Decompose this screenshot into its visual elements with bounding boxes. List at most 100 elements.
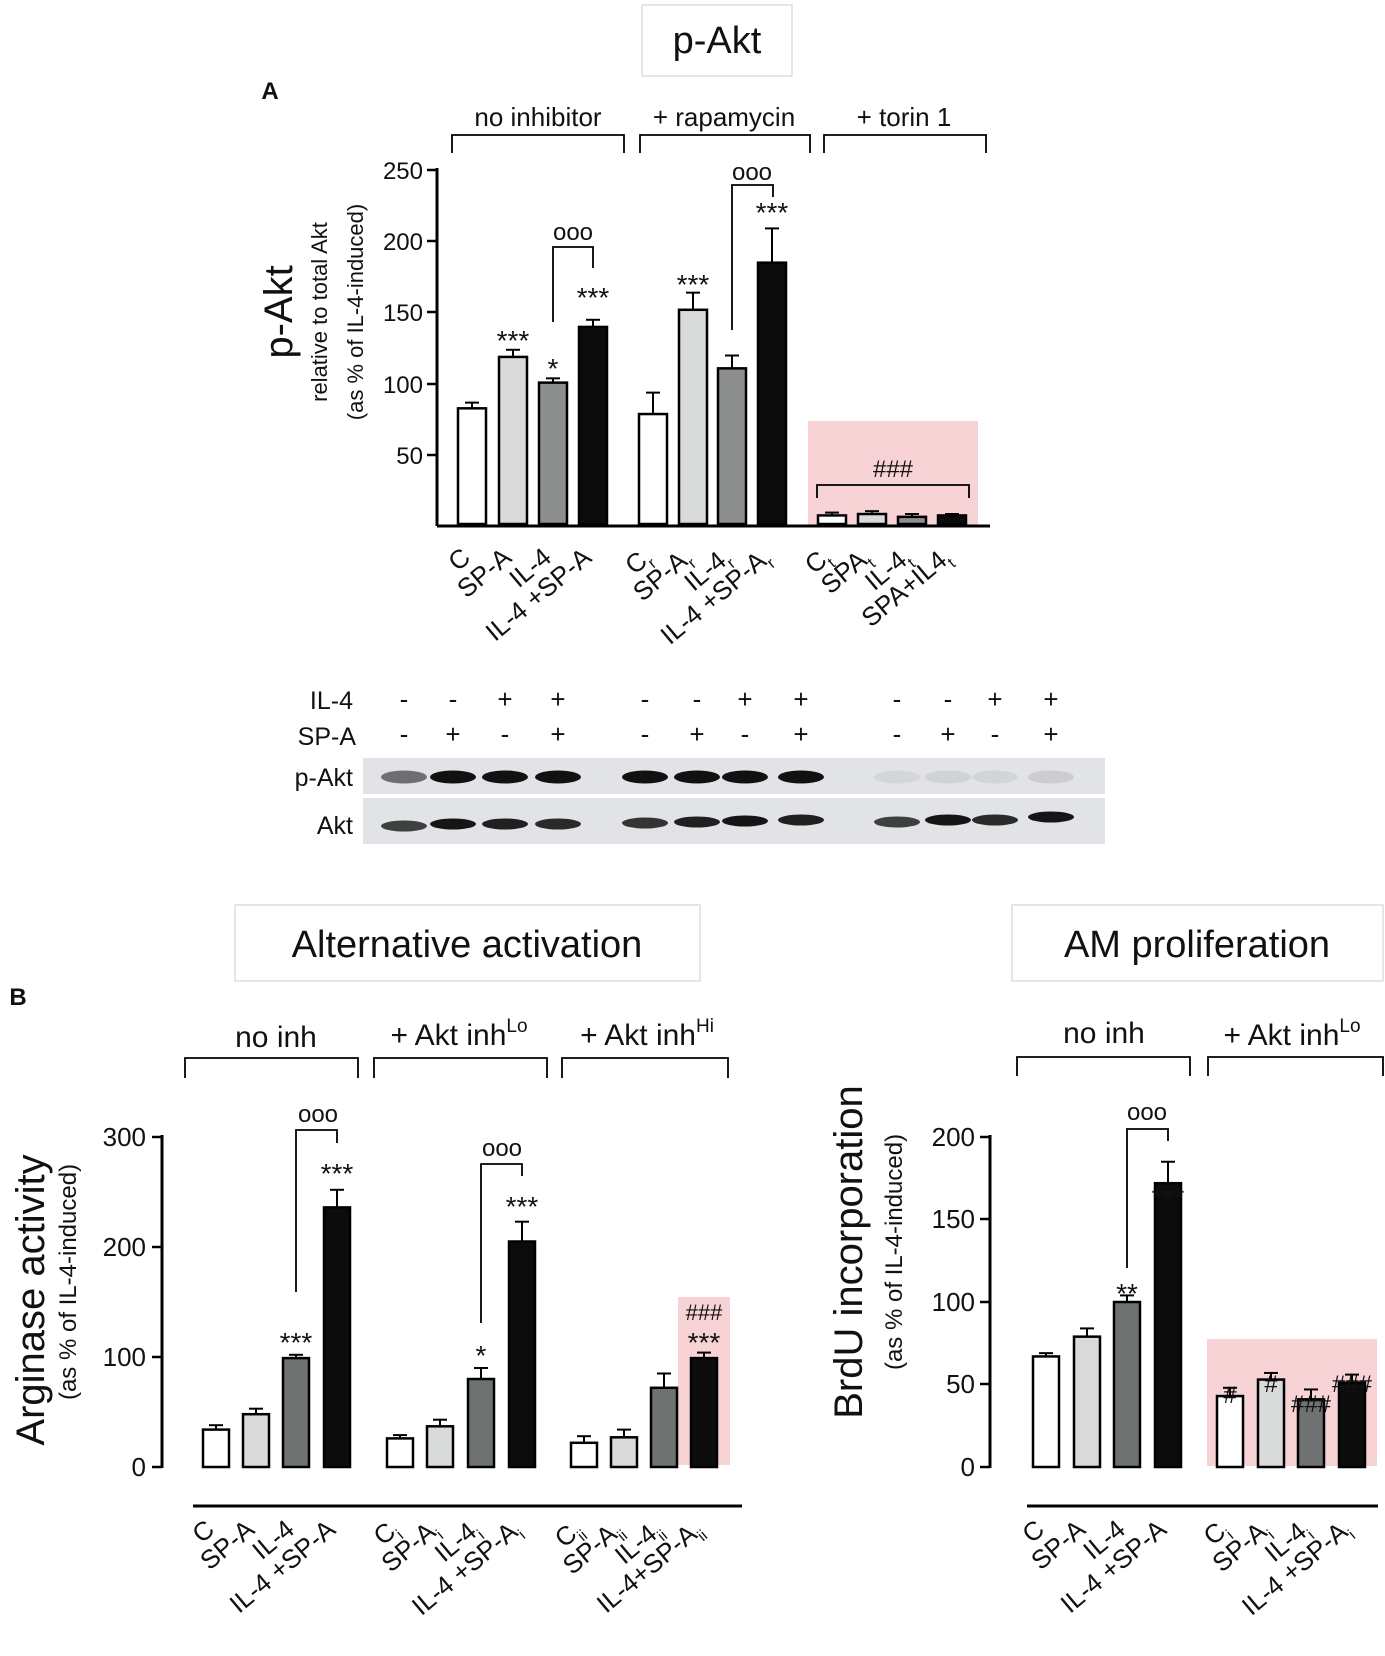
brdu-bar-5 bbox=[1215, 1394, 1245, 1469]
bracket-rapamycin bbox=[639, 134, 811, 153]
arg-bar-4 bbox=[322, 1206, 352, 1469]
panel-a-ylabel-sub1: relative to total Akt bbox=[307, 222, 332, 402]
bracket-brdu-lo bbox=[1207, 1056, 1384, 1076]
band-pakt-12 bbox=[1028, 770, 1074, 784]
brdu-tick-50: 50 bbox=[946, 1369, 975, 1399]
arg-group-3: + Akt inhHi bbox=[580, 1016, 714, 1052]
blot-il4-sign-9: - bbox=[893, 684, 902, 714]
a-comp-bracket-1 bbox=[552, 246, 594, 322]
arg-comp-2: ooo bbox=[482, 1135, 522, 1162]
brdu-sig-il4spa: *** bbox=[1152, 1182, 1185, 1213]
a-bar-11 bbox=[896, 515, 928, 526]
panel-b-title-1: Alternative activation bbox=[292, 924, 643, 966]
arg-bar-10 bbox=[609, 1436, 639, 1469]
arg-bar-3 bbox=[281, 1356, 311, 1469]
bracket-brdu-no-inh bbox=[1016, 1056, 1191, 1076]
band-pakt-6 bbox=[674, 770, 720, 784]
a-comp-2: ooo bbox=[732, 159, 772, 186]
arg-bar-2 bbox=[241, 1412, 271, 1469]
blot-bands bbox=[381, 770, 1074, 832]
arg-sig-il4spa-i: *** bbox=[506, 1191, 539, 1222]
blot-il4-sign-10: - bbox=[944, 684, 953, 714]
band-akt-7 bbox=[722, 815, 768, 827]
blot-spa-sign-10: + bbox=[940, 719, 955, 749]
arg-yticks bbox=[152, 1135, 162, 1469]
arg-bar-8 bbox=[507, 1240, 537, 1469]
band-pakt-8 bbox=[778, 770, 824, 784]
band-pakt-9 bbox=[874, 770, 920, 784]
band-akt-6 bbox=[674, 816, 720, 828]
band-akt-1 bbox=[381, 820, 427, 832]
brdu-xlabels: C SP-A IL-4 IL-4 +SP-A Ci SP-Ai IL-4i IL… bbox=[1016, 1513, 1359, 1621]
a-sig-il4spa-r: *** bbox=[756, 197, 789, 228]
blot-spa-sign-6: + bbox=[689, 719, 704, 749]
panel-a-label: A bbox=[261, 78, 278, 105]
blot-il4-sign-2: - bbox=[449, 684, 458, 714]
blot-spa-sign-3: - bbox=[501, 719, 510, 749]
blot-spa-sign-9: - bbox=[893, 719, 902, 749]
arg-tick-0: 0 bbox=[132, 1452, 146, 1482]
band-akt-2 bbox=[430, 818, 476, 830]
a-comp-bracket-2 bbox=[731, 184, 774, 330]
bracket-hash-torin bbox=[816, 484, 970, 498]
panel-a-ylabel-main: p-Akt bbox=[257, 265, 301, 358]
blot-il4-sign-6: - bbox=[693, 684, 702, 714]
a-comp-1: ooo bbox=[553, 219, 593, 246]
blot-il4-sign-7: + bbox=[737, 684, 752, 714]
panel-b-label: B bbox=[9, 984, 26, 1011]
brdu-comp: ooo bbox=[1127, 1099, 1167, 1126]
bracket-torin bbox=[823, 134, 987, 153]
band-pakt-7 bbox=[722, 770, 768, 784]
arg-group-2: + Akt inhLo bbox=[390, 1016, 527, 1052]
band-akt-4 bbox=[535, 818, 581, 830]
arg-tick-300: 300 bbox=[103, 1122, 146, 1152]
panel-a-xlabels: C SP-A IL-4 IL-4 +SP-A Cr SP-Ar IL-4r IL… bbox=[442, 541, 959, 650]
blot-il4-sign-5: - bbox=[641, 684, 650, 714]
arg-tick-100: 100 bbox=[103, 1342, 146, 1372]
brdu-bars bbox=[1031, 1160, 1367, 1469]
blot-spa-sign-11: - bbox=[991, 719, 1000, 749]
band-pakt-4 bbox=[535, 770, 581, 784]
band-akt-8 bbox=[778, 814, 824, 826]
arg-bar-11 bbox=[649, 1386, 679, 1469]
brdu-hash-2: # bbox=[1264, 1371, 1278, 1398]
group-label-no-inhibitor: no inhibitor bbox=[474, 102, 602, 132]
panel-b-title-2: AM proliferation bbox=[1064, 924, 1330, 966]
arg-hash: ### bbox=[686, 1300, 723, 1325]
brdu-ylabel-main: BrdU incorporation bbox=[827, 1085, 871, 1419]
blot-spa-sign-5: - bbox=[641, 719, 650, 749]
arg-sig-il4-i: * bbox=[476, 1340, 487, 1371]
arg-comp-1: ooo bbox=[298, 1101, 338, 1128]
a-sig-spa-r: *** bbox=[677, 269, 710, 300]
band-akt-10 bbox=[925, 814, 971, 826]
brdu-hash-1: # bbox=[1223, 1382, 1237, 1409]
band-pakt-1 bbox=[381, 770, 427, 784]
brdu-bar-3 bbox=[1112, 1300, 1142, 1469]
brdu-tick-100: 100 bbox=[932, 1287, 975, 1317]
a-bar-8 bbox=[756, 261, 788, 526]
bracket-arg-no-inh bbox=[184, 1057, 359, 1078]
a-bar-5 bbox=[637, 412, 669, 526]
brdu-group-2: + Akt inhLo bbox=[1223, 1016, 1360, 1052]
brdu-bar-7 bbox=[1296, 1398, 1326, 1469]
brdu-hash-4: ### bbox=[1332, 1371, 1373, 1398]
blot-spa-sign-12: + bbox=[1043, 719, 1058, 749]
a-bar-4 bbox=[577, 325, 609, 526]
a-bar-1 bbox=[456, 407, 488, 526]
arg-sig-il4spa: *** bbox=[321, 1158, 354, 1189]
a-sig-spa: *** bbox=[497, 325, 530, 356]
blot-spa-sign-8: + bbox=[793, 719, 808, 749]
band-pakt-3 bbox=[482, 770, 528, 784]
blot-spa-sign-2: + bbox=[445, 719, 460, 749]
brdu-tick-0: 0 bbox=[961, 1452, 975, 1482]
brdu-yticks bbox=[980, 1135, 990, 1469]
brdu-bar-4 bbox=[1153, 1181, 1183, 1469]
arg-ylabel-main: Arginase activity bbox=[9, 1154, 53, 1445]
brdu-bar-8 bbox=[1337, 1381, 1367, 1469]
a-bar-6 bbox=[677, 308, 709, 526]
a-bar-3 bbox=[537, 381, 569, 526]
brdu-group-1: no inh bbox=[1063, 1017, 1145, 1050]
group-label-rapamycin: + rapamycin bbox=[653, 102, 795, 132]
blot-spa-sign-1: - bbox=[400, 719, 409, 749]
brdu-bar-1 bbox=[1031, 1355, 1061, 1469]
